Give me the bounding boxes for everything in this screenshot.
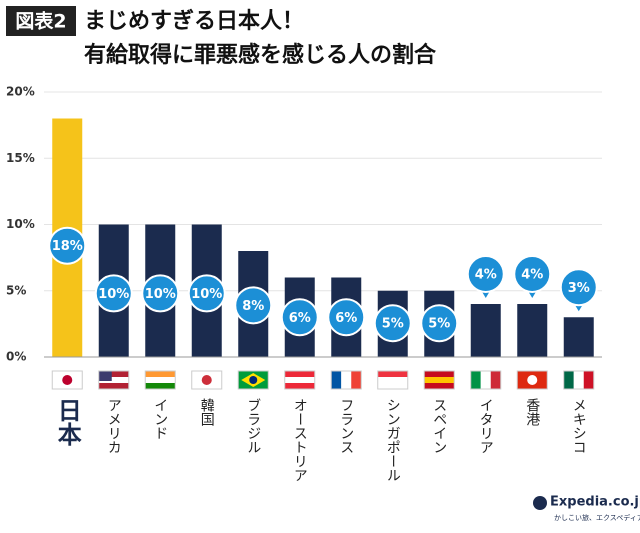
y-tick-label: 5% bbox=[6, 283, 26, 297]
bar bbox=[470, 304, 501, 357]
bar bbox=[517, 304, 548, 357]
x-tick-label: インド bbox=[152, 398, 168, 440]
flag-part bbox=[249, 376, 258, 384]
flag-part bbox=[377, 371, 408, 377]
flag-border bbox=[377, 370, 409, 390]
flag-border bbox=[563, 370, 595, 390]
badge-box bbox=[6, 6, 76, 36]
flag-part bbox=[145, 383, 176, 389]
x-tick-label: 日本 bbox=[53, 398, 81, 446]
flag-part bbox=[331, 371, 342, 389]
x-tick-label: ブラジル bbox=[245, 398, 261, 454]
x-tick-label: アメリカ bbox=[106, 398, 122, 454]
flag-part bbox=[284, 377, 315, 383]
x-tick-label: イタリア bbox=[478, 398, 494, 454]
flag-part bbox=[563, 371, 574, 389]
brand-logo bbox=[533, 496, 547, 510]
tagline: かしこい旅、エクスペディア bbox=[554, 513, 640, 522]
flag-part bbox=[52, 371, 83, 377]
flag-part bbox=[62, 375, 73, 385]
flag-part bbox=[424, 377, 455, 383]
flag-part bbox=[284, 371, 315, 377]
data-label: 6% bbox=[289, 311, 311, 326]
badge: 図表2 bbox=[15, 10, 66, 33]
flag-part bbox=[424, 383, 455, 389]
x-tick-label: 香港 bbox=[524, 398, 540, 426]
chart-title: まじめすぎる日本人！ bbox=[84, 8, 304, 34]
data-label: 6% bbox=[335, 311, 357, 326]
brand: Expedia.co.jp bbox=[550, 495, 640, 510]
data-label: 10% bbox=[98, 287, 129, 302]
flag-part bbox=[351, 371, 362, 389]
value-bubble bbox=[187, 274, 226, 313]
x-tick-label: シンガポール bbox=[385, 398, 401, 482]
value-bubble bbox=[373, 304, 412, 343]
flag-part bbox=[583, 371, 594, 389]
flag-part bbox=[201, 375, 212, 385]
value-bubble bbox=[559, 268, 598, 307]
flag-part bbox=[98, 371, 129, 377]
flag-part bbox=[480, 371, 491, 389]
data-label: 5% bbox=[428, 317, 450, 332]
value-bubble bbox=[234, 286, 273, 325]
flag-part bbox=[52, 383, 83, 389]
flag-part bbox=[145, 377, 176, 383]
data-label: 4% bbox=[475, 268, 497, 283]
data-label: 5% bbox=[382, 317, 404, 332]
y-tick-label: 0% bbox=[6, 350, 26, 364]
flag-part bbox=[573, 371, 584, 389]
flag-border bbox=[191, 370, 223, 390]
flag-part bbox=[98, 371, 112, 381]
flag-part bbox=[470, 371, 481, 389]
flag-border bbox=[470, 370, 502, 390]
x-tick-label: 韓国 bbox=[199, 398, 215, 426]
value-bubble bbox=[94, 274, 133, 313]
flag-part bbox=[527, 375, 538, 385]
value-bubble bbox=[513, 255, 552, 293]
flag-part bbox=[145, 371, 176, 377]
x-tick-label: オーストリア bbox=[292, 398, 308, 482]
data-label: 18% bbox=[52, 239, 83, 254]
flag-part bbox=[341, 371, 352, 389]
flag-border bbox=[51, 370, 83, 390]
y-tick-label: 20% bbox=[6, 85, 35, 99]
flag-border bbox=[144, 370, 176, 390]
value-bubble bbox=[141, 274, 180, 313]
flag-border bbox=[423, 370, 455, 390]
flag-part bbox=[377, 377, 408, 383]
y-tick-label: 10% bbox=[6, 217, 35, 231]
data-label: 10% bbox=[191, 287, 222, 302]
value-bubble bbox=[48, 226, 87, 265]
data-label: 10% bbox=[145, 287, 176, 302]
data-label: 8% bbox=[242, 299, 264, 314]
value-bubble bbox=[280, 298, 319, 337]
x-tick-label: メキシコ bbox=[571, 398, 587, 454]
flag-border bbox=[237, 370, 269, 390]
flag-part bbox=[191, 383, 222, 389]
flag-border bbox=[284, 370, 316, 390]
x-tick-label: スペイン bbox=[431, 398, 447, 454]
chart-subtitle: 有給取得に罪悪感を感じる人の割合 bbox=[84, 42, 437, 68]
flag-border bbox=[330, 370, 362, 390]
y-tick-label: 15% bbox=[6, 151, 35, 165]
bar bbox=[563, 317, 594, 357]
value-bubble bbox=[466, 255, 505, 293]
flag-part bbox=[284, 383, 315, 389]
flag-border bbox=[516, 370, 548, 390]
value-bubble bbox=[327, 298, 366, 337]
flag-part bbox=[98, 377, 129, 383]
flag-border bbox=[98, 370, 130, 390]
value-bubble bbox=[420, 304, 459, 343]
flag-part bbox=[490, 371, 501, 389]
flag-part bbox=[98, 383, 129, 389]
data-label: 4% bbox=[521, 268, 543, 283]
flag-part bbox=[517, 383, 548, 389]
data-label: 3% bbox=[568, 281, 590, 296]
flag-part bbox=[377, 383, 408, 389]
x-tick-label: フランス bbox=[338, 398, 354, 454]
flag-part bbox=[191, 371, 222, 377]
flag-part bbox=[424, 371, 455, 377]
flag-part bbox=[517, 371, 548, 377]
